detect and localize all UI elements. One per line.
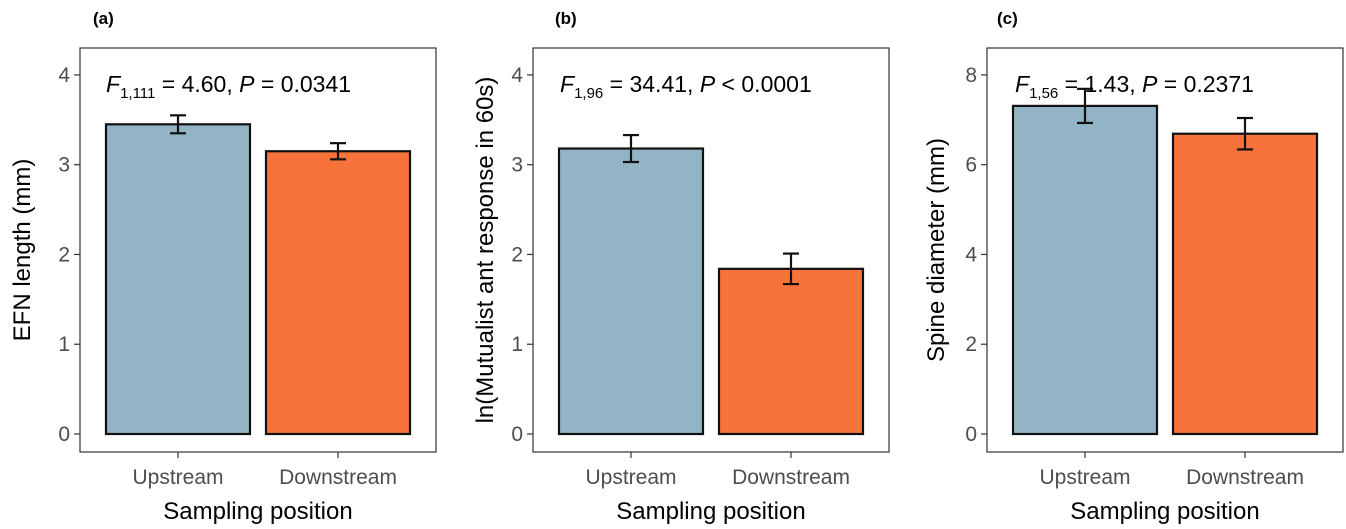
stat-f: F	[1015, 71, 1031, 97]
stat-df: 1,111	[120, 85, 155, 102]
y-tick-label: 1	[511, 333, 523, 356]
bar-downstream	[1171, 132, 1319, 436]
x-tick-label: Upstream	[585, 466, 676, 489]
stat-f: F	[106, 71, 122, 97]
x-tick-label: Downstream	[732, 466, 850, 489]
stat-df: 1,96	[574, 85, 603, 102]
stat-p: P	[1142, 71, 1158, 97]
stat-p-value: = 0.2371	[1157, 71, 1254, 97]
x-tick-label: Downstream	[279, 466, 397, 489]
bar-upstream	[1011, 104, 1159, 436]
x-axis-title: Sampling position	[1070, 498, 1259, 525]
stat-f-value: = 34.41,	[603, 71, 700, 97]
x-axis-title: Sampling position	[163, 498, 352, 525]
y-tick-label: 2	[965, 333, 977, 356]
stat-df: 1,56	[1029, 85, 1058, 102]
panel-frame	[986, 47, 1344, 453]
y-tick-label: 3	[58, 154, 70, 177]
y-tick-label: 4	[511, 64, 523, 87]
y-tick-label: 2	[511, 243, 523, 266]
panel-label: (a)	[93, 9, 114, 28]
y-tick-label: 4	[965, 243, 977, 266]
panel-label: (b)	[555, 9, 577, 28]
x-tick-label: Upstream	[132, 466, 223, 489]
x-tick-label: Upstream	[1039, 466, 1130, 489]
chart-panel-c: (c) 0 2 4 6 8 Upstream Downstream Sampling posit…	[923, 9, 1344, 525]
y-tick-label: 8	[965, 64, 977, 87]
y-axis-title: ln(Mutualist ant response in 60s)	[472, 77, 499, 424]
stat-p-value: < 0.0001	[715, 71, 812, 97]
y-tick-label: 6	[965, 154, 977, 177]
stat-p: P	[239, 71, 255, 97]
y-axis-title: EFN length (mm)	[9, 159, 36, 342]
x-axis-title: Sampling position	[616, 498, 805, 525]
chart-panel-b: (b) 0 1 2 3 4 Upstream Downstream Sampling posit…	[472, 9, 890, 525]
y-tick-label: 3	[511, 154, 523, 177]
bar-downstream	[264, 150, 412, 436]
y-tick-label: 1	[58, 333, 70, 356]
stat-f: F	[560, 71, 576, 97]
panel-frame	[79, 47, 437, 453]
y-axis-title: Spine diameter (mm)	[923, 138, 950, 362]
chart-panel-a: (a) 0 1 2 3 4 Upstream Downstream Sampling posit…	[9, 9, 437, 525]
panel-frame	[532, 47, 890, 453]
bar-upstream	[104, 123, 252, 436]
stat-p-value: = 0.0341	[254, 71, 351, 97]
y-tick-label: 4	[58, 64, 70, 87]
stat-annotation: F1,111 = 4.60, P = 0.0341	[106, 71, 351, 102]
panel-label: (c)	[997, 9, 1018, 28]
stat-f-value: = 1.43,	[1058, 71, 1142, 97]
stat-annotation: F1,56 = 1.43, P = 0.2371	[1015, 71, 1254, 102]
y-tick-label: 0	[965, 423, 977, 446]
y-tick-label: 0	[511, 423, 523, 446]
y-tick-label: 2	[58, 243, 70, 266]
stat-p: P	[700, 71, 716, 97]
stat-f-value: = 4.60,	[155, 71, 239, 97]
stat-annotation: F1,96 = 34.41, P < 0.0001	[560, 71, 812, 102]
y-tick-label: 0	[58, 423, 70, 446]
bar-upstream	[557, 147, 705, 436]
bar-downstream	[717, 267, 865, 436]
x-tick-label: Downstream	[1186, 466, 1304, 489]
